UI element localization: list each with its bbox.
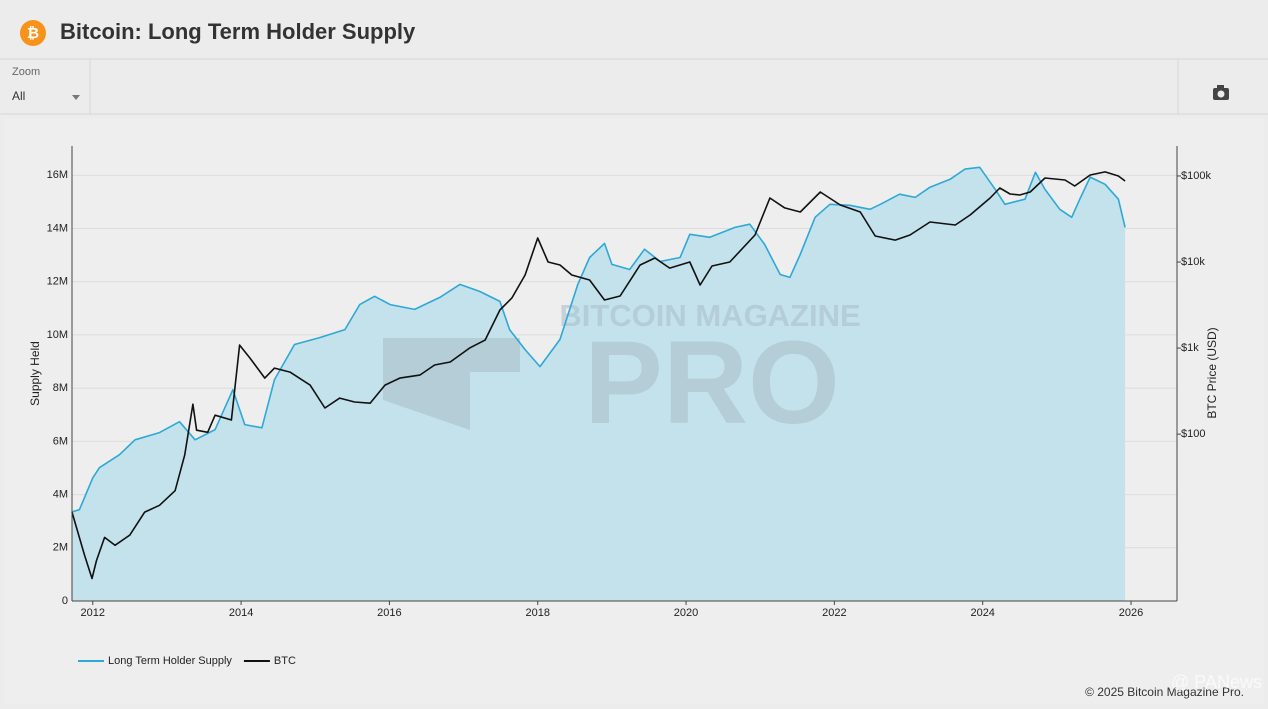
x-tick-label: 2020 xyxy=(674,607,698,619)
y-tick-label: 6M xyxy=(53,435,68,447)
camera-top[interactable] xyxy=(1217,85,1224,89)
x-tick-label: 2022 xyxy=(822,607,846,619)
x-tick-label: 2014 xyxy=(229,607,253,619)
bitcoin-icon-glyph: ₿ xyxy=(27,25,39,42)
series-line xyxy=(71,166,1126,513)
y-axis-label: Supply Held xyxy=(28,341,42,406)
y2-tick-label: $10k xyxy=(1181,256,1205,268)
watermark-top: BITCOIN MAGAZINE xyxy=(559,298,860,333)
watermark-logo xyxy=(383,338,520,430)
bitcoin-icon xyxy=(20,20,46,46)
x-tick-label: 2016 xyxy=(377,607,401,619)
area-fill xyxy=(72,167,1126,601)
watermark-main: PRO xyxy=(584,317,840,449)
y-tick-label: 8M xyxy=(53,382,68,394)
y-tick-label: 10M xyxy=(47,329,68,341)
zoom-value[interactable]: All xyxy=(12,89,25,103)
y2-tick-label: $100k xyxy=(1181,170,1211,182)
legend-label: Long Term Holder Supply xyxy=(108,655,232,667)
series-line xyxy=(71,171,1126,580)
camera-button[interactable] xyxy=(1213,85,1229,100)
x-tick-label: 2024 xyxy=(970,607,994,619)
zoom-label: Zoom xyxy=(12,66,40,78)
y-tick-label: 12M xyxy=(47,276,68,288)
x-tick-label: 2018 xyxy=(525,607,549,619)
x-tick-label: 2026 xyxy=(1119,607,1143,619)
legend-label: BTC xyxy=(274,655,296,667)
y-tick-label: 4M xyxy=(53,488,68,500)
y-tick-label: 2M xyxy=(53,542,68,554)
camera-lens[interactable] xyxy=(1217,90,1225,98)
y2-tick-label: $1k xyxy=(1181,342,1199,354)
page-title: Bitcoin: Long Term Holder Supply xyxy=(60,19,416,44)
y2-axis-label: BTC Price (USD) xyxy=(1205,327,1219,418)
overlay-watermark: @ PANews xyxy=(1171,672,1262,692)
y-tick-label: 14M xyxy=(47,222,68,234)
zoom-select[interactable]: All xyxy=(12,89,80,103)
y-tick-label: 16M xyxy=(47,169,68,181)
dropdown-arrow[interactable] xyxy=(72,95,80,100)
y2-tick-label: $100 xyxy=(1181,428,1205,440)
y-tick-label: 0 xyxy=(62,595,68,607)
copyright: © 2025 Bitcoin Magazine Pro. xyxy=(1085,685,1244,699)
x-tick-label: 2012 xyxy=(81,607,105,619)
